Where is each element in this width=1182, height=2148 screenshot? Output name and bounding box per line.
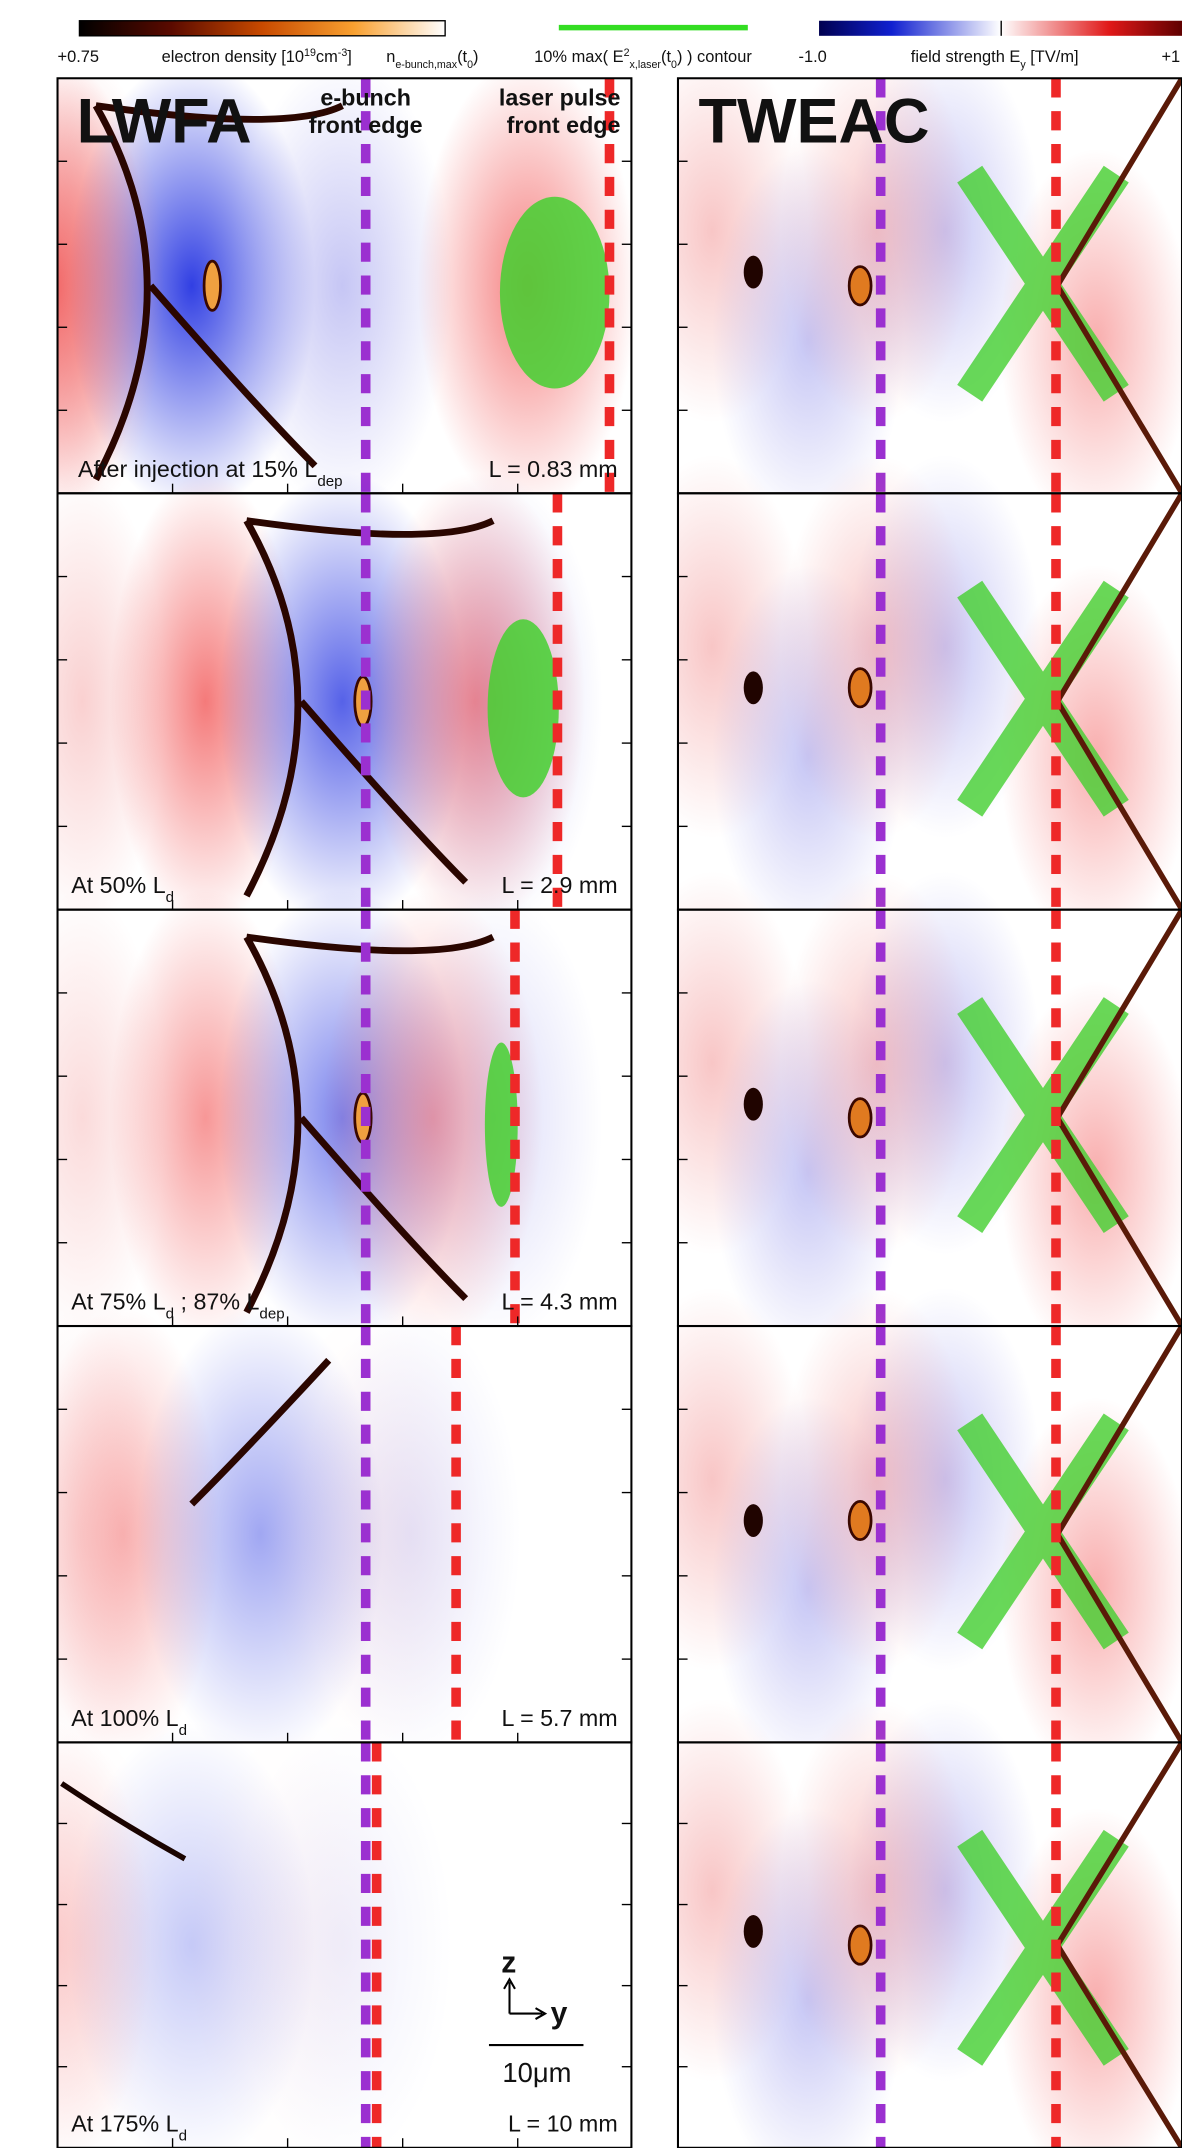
- ebunch-label: front edge: [309, 112, 423, 138]
- plasma-blob: [744, 671, 763, 704]
- text-part: d: [166, 889, 174, 906]
- laser-contour: [500, 197, 610, 389]
- e-bunch: [849, 1501, 871, 1539]
- e-bunch: [204, 261, 220, 310]
- laser-contour: [488, 619, 559, 797]
- e-bunch: [849, 1926, 871, 1964]
- text-part: [TV/m]: [1026, 48, 1079, 66]
- text-part: d: [179, 2127, 187, 2144]
- text-part: e-bunch,max: [395, 59, 457, 71]
- field-label: field strength Ey [TV/m]: [911, 48, 1079, 71]
- field-blob: [264, 1305, 483, 1763]
- text-part: ]: [347, 48, 352, 66]
- lwfa-column: [0, 58, 637, 2148]
- text-part: cm: [316, 48, 338, 66]
- field-min-label: -1.0: [799, 48, 827, 66]
- text-part: d: [179, 1721, 187, 1738]
- text-part: field strength E: [911, 48, 1021, 66]
- figure: +0.75electron density [1019cm-3]ne-bunch…: [0, 0, 1182, 2148]
- lwfa-panel: [0, 1305, 631, 1763]
- bunch-label: ne-bunch,max(t0): [386, 48, 478, 71]
- field-blob: [0, 1305, 164, 1763]
- field-blob: [185, 1722, 404, 2148]
- text-part: At 175% L: [71, 2110, 178, 2136]
- scale-length: 10μm: [502, 2057, 571, 2088]
- ebunch-label: e-bunch: [320, 85, 410, 111]
- e-bunch: [849, 669, 871, 707]
- lwfa-title: LWFA: [77, 87, 252, 157]
- e-bunch: [849, 267, 871, 305]
- text-part: After injection at 15% L: [78, 456, 317, 482]
- density-colorbar: [79, 21, 445, 36]
- panel-length: L = 10 mm: [508, 2110, 618, 2136]
- page: { "colorbars": { "density": { "min_label…: [0, 0, 1182, 2148]
- panel-length: L = 5.7 mm: [502, 1705, 618, 1731]
- text-part: ; 87% L: [174, 1289, 259, 1315]
- plasma-blob: [744, 256, 763, 289]
- density-label: electron density [1019cm-3]: [162, 47, 352, 66]
- tweac-title: TWEAC: [699, 87, 930, 157]
- density-min-label: +0.75: [58, 48, 100, 66]
- text-part: d: [166, 1305, 174, 1322]
- panel-length: L = 0.83 mm: [489, 456, 618, 482]
- axis-z: z: [501, 1946, 516, 1979]
- contour-label: 10% max( E2x,laser(t0) ) contour: [534, 47, 752, 71]
- laser-label: front edge: [507, 112, 621, 138]
- field-blob: [0, 472, 164, 930]
- field-blob: [0, 889, 164, 1347]
- text-part: At 100% L: [71, 1705, 178, 1731]
- axis-y: y: [551, 1997, 568, 2030]
- text-part: n: [386, 48, 395, 66]
- tweac-column: [616, 39, 1182, 2148]
- text-part: dep: [317, 472, 342, 489]
- lwfa-panel: [0, 472, 631, 930]
- text-part: At 75% L: [71, 1289, 165, 1315]
- text-part: ) ) contour: [677, 48, 752, 66]
- panel-length: L = 4.3 mm: [502, 1289, 618, 1315]
- text-part: 2: [624, 47, 630, 59]
- text-part: dep: [259, 1305, 284, 1322]
- field-max-label: +1: [1161, 48, 1180, 66]
- text-part: -3: [338, 47, 348, 59]
- plasma-blob: [744, 1504, 763, 1537]
- text-part: x,laser: [630, 59, 662, 71]
- tweac-panel: [616, 1699, 1182, 2148]
- text-part: At 50% L: [71, 872, 165, 898]
- plasma-blob: [744, 1088, 763, 1121]
- e-bunch: [849, 1099, 871, 1137]
- text-part: electron density [10: [162, 48, 304, 66]
- text-part: ): [473, 48, 478, 66]
- text-part: (t: [661, 48, 671, 66]
- lwfa-panel: [0, 889, 631, 1347]
- laser-label: laser pulse: [499, 85, 621, 111]
- text-part: 19: [304, 47, 316, 59]
- field-blob: [0, 1722, 164, 2148]
- text-part: 10% max( E: [534, 48, 623, 66]
- panel-length: L = 2.9 mm: [502, 872, 618, 898]
- plasma-blob: [744, 1915, 763, 1948]
- text-part: (t: [457, 48, 467, 66]
